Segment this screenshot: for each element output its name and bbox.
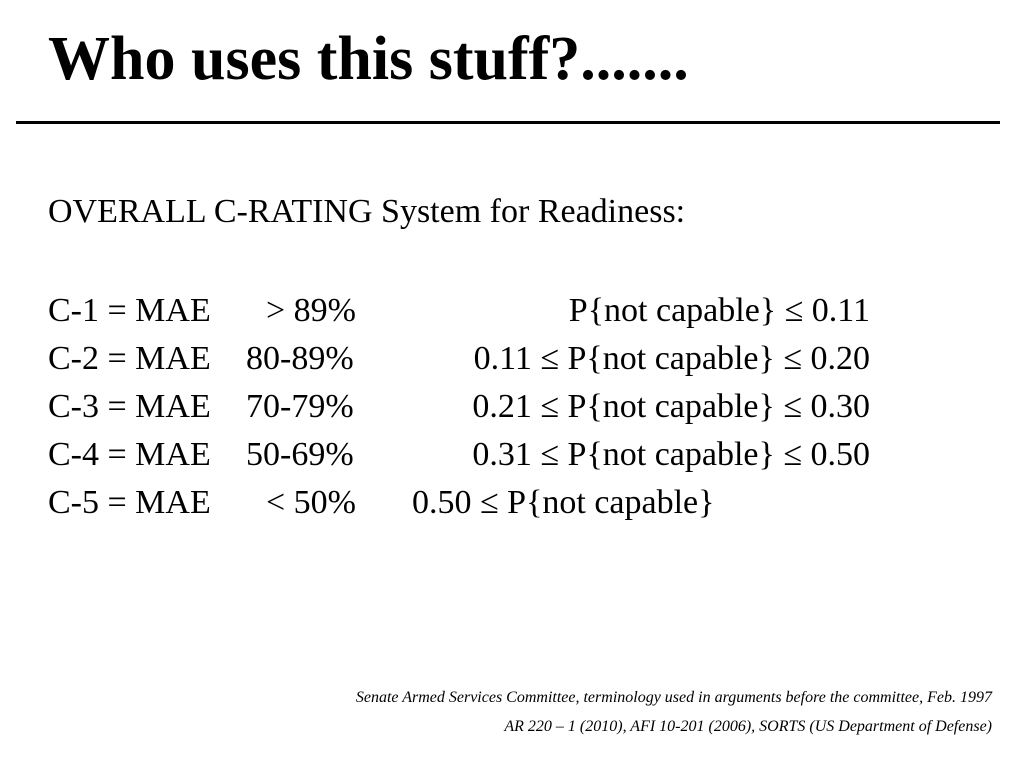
rating-probability: 0.21 ≤ P{not capable} ≤ 0.30 xyxy=(472,388,870,425)
rating-probability: 0.11 ≤ P{not capable} ≤ 0.20 xyxy=(473,340,870,377)
rating-list: C-1 = MAE > 89% P{not capable} ≤ 0.11 C-… xyxy=(48,291,948,531)
rating-row-c3: C-3 = MAE 70-79% 0.21 ≤ P{not capable} ≤… xyxy=(48,387,948,435)
title-divider xyxy=(16,121,1000,124)
rating-threshold: 80-89% xyxy=(246,340,354,377)
rating-threshold: < 50% xyxy=(266,484,356,521)
rating-label: C-3 = MAE xyxy=(48,388,211,425)
rating-label: C-4 = MAE xyxy=(48,436,211,473)
rating-row-c2: C-2 = MAE 80-89% 0.11 ≤ P{not capable} ≤… xyxy=(48,339,948,387)
rating-label: C-2 = MAE xyxy=(48,340,211,377)
rating-row-c5: C-5 = MAE < 50% 0.50 ≤ P{not capable} xyxy=(48,483,948,531)
rating-threshold: 70-79% xyxy=(246,388,354,425)
rating-probability: 0.50 ≤ P{not capable} xyxy=(412,484,715,521)
rating-threshold: > 89% xyxy=(266,292,356,329)
rating-threshold: 50-69% xyxy=(246,436,354,473)
source-citations: Senate Armed Services Committee, termino… xyxy=(356,683,992,741)
rating-probability: P{not capable} ≤ 0.11 xyxy=(568,292,870,329)
rating-row-c1: C-1 = MAE > 89% P{not capable} ≤ 0.11 xyxy=(48,291,948,339)
citation-line: Senate Armed Services Committee, termino… xyxy=(355,689,992,706)
rating-probability: 0.31 ≤ P{not capable} ≤ 0.50 xyxy=(472,436,870,473)
slide-title: Who uses this stuff?....... xyxy=(48,25,689,93)
rating-row-c4: C-4 = MAE 50-69% 0.31 ≤ P{not capable} ≤… xyxy=(48,435,948,483)
citation-line: AR 220 – 1 (2010), AFI 10-201 (2006), SO… xyxy=(504,718,992,735)
rating-label: C-1 = MAE xyxy=(48,292,211,329)
slide-subtitle: OVERALL C-RATING System for Readiness: xyxy=(48,193,686,230)
rating-label: C-5 = MAE xyxy=(48,484,211,521)
